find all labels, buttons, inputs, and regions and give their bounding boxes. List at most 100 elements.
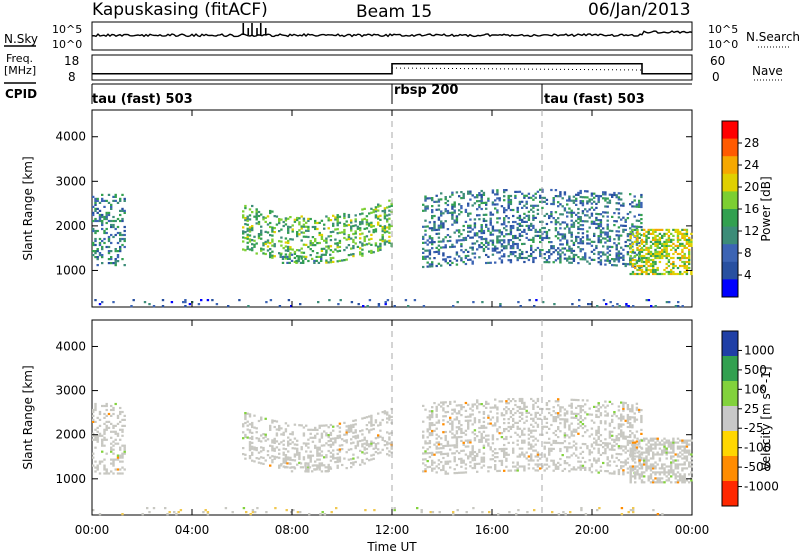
scatter-cell (92, 219, 95, 223)
scatter-cell (597, 402, 600, 405)
scatter-cell (101, 215, 104, 219)
scatter-cell (469, 190, 472, 193)
scatter-cell (523, 465, 526, 468)
scatter-cell (532, 194, 535, 197)
scatter-cell (462, 443, 465, 446)
scatter-cell (440, 451, 443, 454)
scatter-cell (329, 235, 333, 238)
scatter-cell (314, 434, 317, 437)
scatter-cell (464, 210, 468, 213)
scatter-cell (656, 268, 659, 272)
scatter-cell (442, 445, 445, 448)
scatter-cell (296, 255, 299, 258)
freq-unit-label: [MHz] (4, 64, 37, 77)
scatter-cell (467, 439, 470, 442)
scatter-cell (307, 235, 310, 239)
scatter-cell (464, 415, 468, 418)
scatter-cell (643, 264, 646, 268)
scatter-cell (638, 266, 641, 270)
scatter-cell (532, 256, 535, 260)
scatter-cell (388, 442, 391, 445)
scatter-cell (593, 240, 596, 243)
scatter-cell (299, 462, 303, 465)
scatter-cell (629, 509, 633, 512)
scatter-cell (667, 236, 671, 239)
scatter-cell (433, 200, 436, 203)
scatter-cell (491, 416, 495, 419)
scatter-cell (545, 198, 549, 201)
scatter-cell (255, 208, 258, 211)
scatter-cell (464, 419, 468, 422)
scatter-cell (566, 448, 569, 451)
scatter-cell (478, 246, 481, 249)
scatter-cell (590, 220, 594, 223)
scatter-cell (635, 448, 639, 451)
scatter-cell (572, 211, 576, 214)
scatter-cell (569, 511, 572, 514)
scatter-cell (590, 194, 594, 197)
scatter-cell (514, 411, 517, 415)
scatter-cell (320, 253, 324, 256)
scatter-cell (328, 299, 331, 302)
scatter-cell (512, 253, 515, 256)
scatter-cell (638, 473, 641, 476)
scatter-cell (105, 452, 108, 455)
scatter-cell (354, 224, 357, 227)
scatter-cell (347, 430, 351, 433)
scatter-cell (428, 455, 432, 459)
scatter-cell (119, 438, 122, 441)
scatter-cell (485, 225, 488, 228)
scatter-cell (325, 261, 328, 264)
scatter-cell (597, 427, 600, 431)
scatter-cell (575, 416, 578, 419)
scatter-cell (627, 511, 630, 514)
scatter-cell (248, 455, 252, 458)
scatter-cell (672, 437, 675, 440)
scatter-cell (577, 211, 580, 215)
scatter-cell (590, 465, 594, 468)
scatter-cell (624, 220, 627, 223)
scatter-cell (626, 263, 630, 266)
scatter-cell (550, 221, 553, 224)
scatter-cell (363, 207, 366, 210)
scatter-cell (590, 214, 594, 217)
scatter-cell (453, 408, 456, 411)
scatter-cell (636, 248, 639, 251)
scatter-cell (663, 250, 666, 253)
scatter-cell (523, 405, 526, 408)
scatter-cell (550, 241, 553, 244)
scatter-cell (442, 419, 445, 422)
scatter-cell (266, 450, 270, 453)
scatter-cell (370, 454, 373, 457)
scatter-cell (543, 425, 546, 428)
scatter-cell (110, 458, 113, 461)
scatter-cell (302, 231, 306, 234)
scatter-cell (478, 448, 481, 451)
scatter-cell (688, 473, 691, 476)
scatter-cell (455, 442, 459, 445)
scatter-cell (265, 301, 268, 304)
scatter-cell (379, 246, 382, 249)
scatter-cell (599, 263, 603, 266)
scatter-cell (110, 262, 113, 265)
scatter-cell (685, 228, 689, 231)
scatter-cell (518, 248, 522, 252)
scatter-cell (467, 445, 470, 448)
scatter-cell (426, 243, 429, 246)
scatter-cell (622, 469, 625, 472)
nsky-tick-top: 10^5 (52, 23, 83, 36)
scatter-cell (114, 424, 117, 427)
scatter-cell (647, 477, 650, 480)
scatter-cell (361, 451, 364, 454)
scatter-cell (110, 430, 113, 433)
scatter-cell (332, 230, 335, 233)
scatter-cell (586, 220, 589, 223)
scatter-cell (98, 237, 102, 241)
scatter-cell (365, 457, 369, 460)
scatter-cell (561, 197, 564, 200)
scatter-cell (473, 234, 477, 237)
scatter-cell (300, 247, 303, 250)
scatter-cell (677, 301, 680, 304)
scatter-cell (480, 197, 483, 201)
scatter-cell (98, 219, 102, 223)
